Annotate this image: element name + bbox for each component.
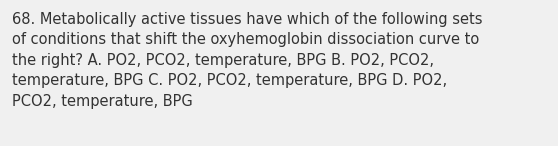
Text: 68. Metabolically active tissues have which of the following sets
of conditions : 68. Metabolically active tissues have wh… <box>12 12 483 109</box>
